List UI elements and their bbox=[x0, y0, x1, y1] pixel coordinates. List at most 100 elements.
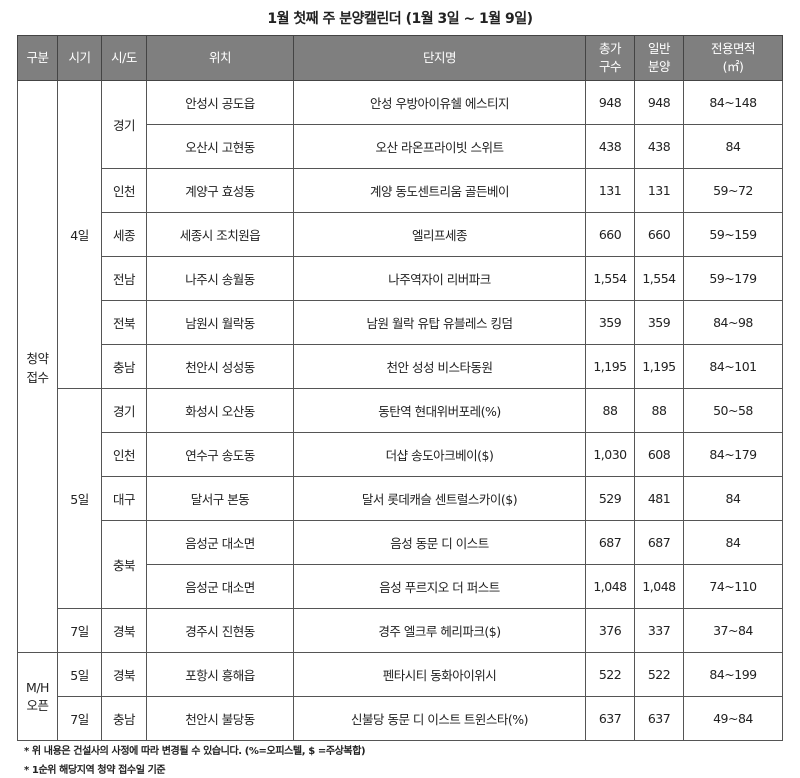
page-title: 1월 첫째 주 분양캘린더 (1월 3일 ~ 1월 9일) bbox=[267, 11, 533, 27]
total-units-cell: 948 bbox=[585, 80, 635, 125]
complex-name-cell: 경주 엘크루 헤리파크($) bbox=[293, 608, 586, 653]
category-cell: M/H 오픈 bbox=[17, 652, 58, 741]
general-units-cell: 637 bbox=[634, 696, 684, 741]
region-cell: 충남 bbox=[101, 344, 147, 389]
region-cell: 충남 bbox=[101, 696, 147, 741]
complex-name-cell: 오산 라온프라이빗 스위트 bbox=[293, 124, 586, 169]
total-units-cell: 687 bbox=[585, 520, 635, 565]
complex-name-cell: 펜타시티 동화아이위시 bbox=[293, 652, 586, 697]
area-cell: 59~72 bbox=[683, 168, 783, 213]
table-row: 충북 음성군 대소면 음성 동문 디 이스트 687 687 84 bbox=[18, 520, 783, 609]
complex-name-cell: 동탄역 현대위버포레(%) bbox=[293, 388, 586, 433]
complex-name-cell: 음성 동문 디 이스트 bbox=[293, 520, 586, 565]
region-cell: 경기 bbox=[101, 388, 147, 433]
date-cell: 7일 bbox=[57, 696, 102, 741]
table-row: 7일 경북 경주시 진현동 경주 엘크루 헤리파크($) 376 337 37~84 bbox=[18, 608, 783, 653]
total-units-cell: 1,048 bbox=[585, 564, 635, 609]
column-header: 구분 bbox=[17, 35, 58, 81]
location-cell: 음성군 대소면 bbox=[146, 564, 294, 609]
area-cell: 84~199 bbox=[683, 652, 783, 697]
table-row: 7일 충남 천안시 불당동 신불당 동문 디 이스트 트윈스타(%) 637 637 49~… bbox=[18, 696, 783, 741]
general-units-cell: 1,554 bbox=[634, 256, 684, 301]
total-units-cell: 376 bbox=[585, 608, 635, 653]
date-cell: 5일 bbox=[57, 652, 102, 697]
location-cell: 나주시 송월동 bbox=[146, 256, 294, 301]
complex-name-cell: 음성 푸르지오 더 퍼스트 bbox=[293, 564, 586, 609]
total-units-cell: 359 bbox=[585, 300, 635, 345]
area-cell: 84~179 bbox=[683, 432, 783, 477]
date-cell: 5일 bbox=[57, 388, 102, 609]
total-units-cell: 522 bbox=[585, 652, 635, 697]
region-cell: 전북 bbox=[101, 300, 147, 345]
date-cell: 4일 bbox=[57, 80, 102, 389]
complex-name-cell: 달서 롯데캐슬 센트럴스카이($) bbox=[293, 476, 586, 521]
region-cell: 경기 bbox=[101, 80, 147, 169]
region-cell: 인천 bbox=[101, 432, 147, 477]
general-units-cell: 1,195 bbox=[634, 344, 684, 389]
general-units-cell: 337 bbox=[634, 608, 684, 653]
region-cell: 충북 bbox=[101, 520, 147, 609]
general-units-cell: 948 bbox=[634, 80, 684, 125]
area-cell: 84~101 bbox=[683, 344, 783, 389]
table-row: 음성군 대소면 음성 푸르지오 더 퍼스트 1,048 1,048 74~110 bbox=[18, 564, 783, 609]
location-cell: 포항시 흥해읍 bbox=[146, 652, 294, 697]
total-units-cell: 1,030 bbox=[585, 432, 635, 477]
table-row: 청약 접수 4일 경기 안성시 공도읍 안성 우방아이유쉘 에스티지 948 948 84~14… bbox=[17, 80, 783, 653]
table-row: 오산시 고현동 오산 라온프라이빗 스위트 438 438 84 bbox=[18, 124, 783, 169]
total-units-cell: 1,554 bbox=[585, 256, 635, 301]
region-cell: 대구 bbox=[101, 476, 147, 521]
column-header: 시기 bbox=[57, 35, 102, 81]
location-cell: 경주시 진현동 bbox=[146, 608, 294, 653]
complex-name-cell: 신불당 동문 디 이스트 트윈스타(%) bbox=[293, 696, 586, 741]
table-row: 인천 연수구 송도동 더샵 송도아크베이($) 1,030 608 84~179 bbox=[18, 432, 783, 477]
general-units-cell: 660 bbox=[634, 212, 684, 257]
general-units-cell: 687 bbox=[634, 520, 684, 565]
complex-name-cell: 계양 동도센트리움 골든베이 bbox=[293, 168, 586, 213]
complex-name-cell: 더샵 송도아크베이($) bbox=[293, 432, 586, 477]
location-cell: 오산시 고현동 bbox=[146, 124, 294, 169]
general-units-cell: 438 bbox=[634, 124, 684, 169]
region-cell: 경북 bbox=[101, 652, 147, 697]
location-cell: 음성군 대소면 bbox=[146, 520, 294, 565]
location-cell: 계양구 효성동 bbox=[146, 168, 294, 213]
column-header: 전용면적 (㎡) bbox=[683, 35, 783, 81]
sales-calendar-table: 구분 시기 시/도 위치 단지명 총가 구수 일반 분양 전용면적 (㎡) 청약 접수 4일 경기 안성시 … bbox=[17, 35, 783, 741]
table-row: 대구 달서구 본동 달서 롯데캐슬 센트럴스카이($) 529 481 84 bbox=[18, 476, 783, 521]
column-header: 시/도 bbox=[101, 35, 147, 81]
region-cell: 인천 bbox=[101, 168, 147, 213]
area-cell: 84~148 bbox=[683, 80, 783, 125]
column-header: 단지명 bbox=[293, 35, 586, 81]
area-cell: 59~159 bbox=[683, 212, 783, 257]
location-cell: 천안시 성성동 bbox=[146, 344, 294, 389]
column-header: 총가 구수 bbox=[585, 35, 635, 81]
column-header: 위치 bbox=[146, 35, 294, 81]
region-cell: 세종 bbox=[101, 212, 147, 257]
table-row: 전남 나주시 송월동 나주역자이 리버파크 1,554 1,554 59~179 bbox=[18, 256, 783, 301]
area-cell: 84 bbox=[683, 124, 783, 169]
location-cell: 연수구 송도동 bbox=[146, 432, 294, 477]
complex-name-cell: 안성 우방아이유쉘 에스티지 bbox=[293, 80, 586, 125]
region-cell: 전남 bbox=[101, 256, 147, 301]
general-units-cell: 608 bbox=[634, 432, 684, 477]
footnote: * 1순위 해당지역 청약 접수일 기준 bbox=[24, 765, 166, 776]
area-cell: 84 bbox=[683, 476, 783, 521]
total-units-cell: 637 bbox=[585, 696, 635, 741]
region-cell: 경북 bbox=[101, 608, 147, 653]
total-units-cell: 529 bbox=[585, 476, 635, 521]
table-row: 충남 천안시 성성동 천안 성성 비스타동원 1,195 1,195 84~101 bbox=[18, 344, 783, 389]
total-units-cell: 88 bbox=[585, 388, 635, 433]
column-header: 일반 분양 bbox=[634, 35, 684, 81]
location-cell: 남원시 월락동 bbox=[146, 300, 294, 345]
table-row: 세종 세종시 조치원읍 엘리프세종 660 660 59~159 bbox=[18, 212, 783, 257]
area-cell: 84 bbox=[683, 520, 783, 565]
total-units-cell: 1,195 bbox=[585, 344, 635, 389]
location-cell: 달서구 본동 bbox=[146, 476, 294, 521]
footnote: * 위 내용은 건설사의 사정에 따라 변경될 수 있습니다. (%=오피스텔,… bbox=[24, 746, 366, 757]
location-cell: 세종시 조치원읍 bbox=[146, 212, 294, 257]
area-cell: 49~84 bbox=[683, 696, 783, 741]
complex-name-cell: 엘리프세종 bbox=[293, 212, 586, 257]
location-cell: 화성시 오산동 bbox=[146, 388, 294, 433]
area-cell: 59~179 bbox=[683, 256, 783, 301]
general-units-cell: 522 bbox=[634, 652, 684, 697]
general-units-cell: 481 bbox=[634, 476, 684, 521]
